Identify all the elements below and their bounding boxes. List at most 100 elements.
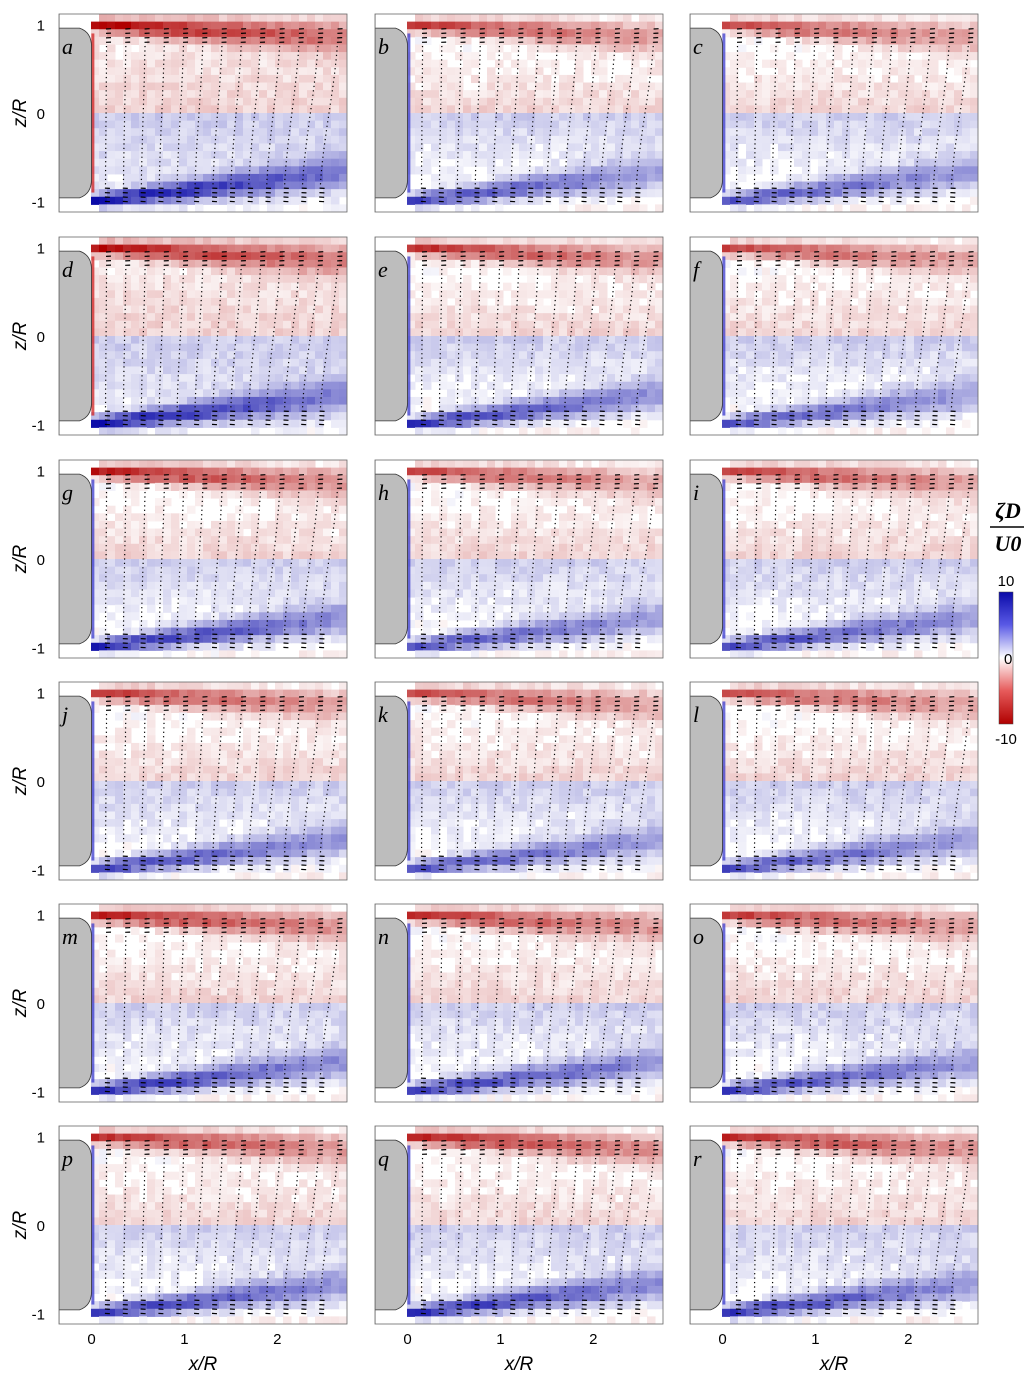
x-tick-label: 0 [403, 1331, 411, 1348]
velocity-vector-column [635, 251, 659, 426]
y-tick-label: 1 [37, 18, 45, 35]
panel-label: r [693, 1146, 702, 1171]
velocity-vector-column [950, 251, 974, 426]
velocity-vector-column [635, 474, 659, 649]
velocity-vector-column [771, 251, 781, 426]
axis-labels: 1 0 -1 z/R 1 0 -1 z/R 1 0 -1 z/R 1 0 -1 z/R 1 0 -1 z/R 1 0 -1 z… [10, 18, 912, 1375]
vorticity-field-n [375, 904, 663, 1102]
velocity-vector-column [438, 1140, 447, 1315]
velocity-vector-column [420, 251, 428, 426]
velocity-vector-column [527, 918, 543, 1093]
velocity-vector-column [283, 918, 305, 1093]
velocity-vector-column [104, 251, 112, 426]
y-tick-label: 1 [37, 1130, 45, 1147]
panel-label: b [378, 34, 389, 59]
colorbar-scale [998, 591, 1014, 725]
velocity-vector-column [545, 474, 563, 649]
velocity-vector-column [176, 1140, 189, 1315]
panel-frame [374, 13, 664, 213]
velocity-vector-column [319, 474, 343, 649]
velocity-vector-column [635, 918, 659, 1093]
velocity-vector-column [860, 28, 878, 203]
velocity-vector-column [617, 28, 640, 203]
velocity-vector-column [211, 696, 227, 871]
velocity-vector-column [283, 251, 305, 426]
velocity-vector-column [247, 474, 266, 649]
velocity-vector-column [229, 28, 247, 203]
velocity-vector-column [438, 28, 447, 203]
velocity-vector-column [545, 696, 563, 871]
y-tick-label: 1 [37, 241, 45, 258]
vorticity-field-i [690, 460, 978, 658]
vorticity-field-b [375, 14, 663, 212]
velocity-vector-column [617, 1140, 640, 1315]
y-tick-label: 0 [37, 329, 45, 346]
y-tick-label: -1 [32, 417, 45, 434]
velocity-vector-column [301, 28, 324, 203]
velocity-vector-column [753, 696, 762, 871]
velocity-vector-column [842, 696, 858, 871]
velocity-vector-column [140, 28, 150, 203]
velocity-vector-column [247, 918, 266, 1093]
body-shape [690, 460, 723, 658]
velocity-vector-column [950, 1140, 974, 1315]
velocity-vector-column [510, 28, 524, 203]
velocity-vector-column [753, 918, 762, 1093]
velocity-vector-column [735, 696, 743, 871]
velocity-vector-column [301, 696, 324, 871]
velocity-vector-column [825, 28, 839, 203]
body-shape [59, 1126, 92, 1324]
x-tick-label: 1 [811, 1331, 819, 1348]
velocity-vector-column [158, 1140, 169, 1315]
velocity-vector-column [492, 1140, 505, 1315]
velocity-vector-column [283, 474, 305, 649]
velocity-vector-column [140, 918, 150, 1093]
y-axis-label: z/R [10, 544, 31, 574]
panel-o: o [689, 903, 979, 1103]
velocity-vector-column [229, 474, 247, 649]
panel-n: n [374, 903, 664, 1103]
velocity-vector-column [617, 918, 640, 1093]
velocity-vector-column [545, 1140, 563, 1315]
velocity-vector-column [599, 918, 621, 1093]
velocity-vector-column [140, 474, 150, 649]
panel-frame [58, 459, 348, 659]
velocity-vector-column [896, 918, 916, 1093]
velocity-vector-column [932, 696, 955, 871]
velocity-vector-column [265, 474, 285, 649]
velocity-vector-column [914, 251, 936, 426]
velocity-vector-column [527, 28, 543, 203]
velocity-vector-column [456, 1140, 466, 1315]
velocity-vector-column [510, 474, 524, 649]
velocity-vector-column [807, 28, 820, 203]
velocity-vector-column [510, 251, 524, 426]
velocity-vector-column [122, 251, 131, 426]
velocity-vector-column [735, 474, 743, 649]
velocity-vector-column [860, 918, 878, 1093]
body-shape [59, 237, 92, 435]
body-shape [690, 1126, 723, 1324]
velocity-vector-column [140, 696, 150, 871]
panel-label: d [62, 257, 74, 282]
panel-frame [58, 236, 348, 436]
velocity-vector-column [914, 1140, 936, 1315]
velocity-vector-column [229, 918, 247, 1093]
velocity-vector-column [807, 474, 820, 649]
velocity-vector-column [194, 28, 208, 203]
velocity-vector-column [283, 696, 305, 871]
panel-q: q [374, 1125, 664, 1325]
velocity-vector-column [211, 28, 227, 203]
body-shape [375, 237, 408, 435]
vorticity-field-k [375, 682, 663, 880]
velocity-vector-column [896, 28, 916, 203]
velocity-vector-column [789, 251, 800, 426]
velocity-vector-column [914, 474, 936, 649]
velocity-vector-column [104, 918, 112, 1093]
velocity-vector-column [474, 474, 485, 649]
velocity-vector-column [545, 918, 563, 1093]
velocity-vector-column [211, 474, 227, 649]
y-tick-label: -1 [32, 1084, 45, 1101]
panel-label: h [378, 480, 389, 505]
velocity-vector-column [140, 1140, 150, 1315]
vorticity-field-f [690, 237, 978, 435]
